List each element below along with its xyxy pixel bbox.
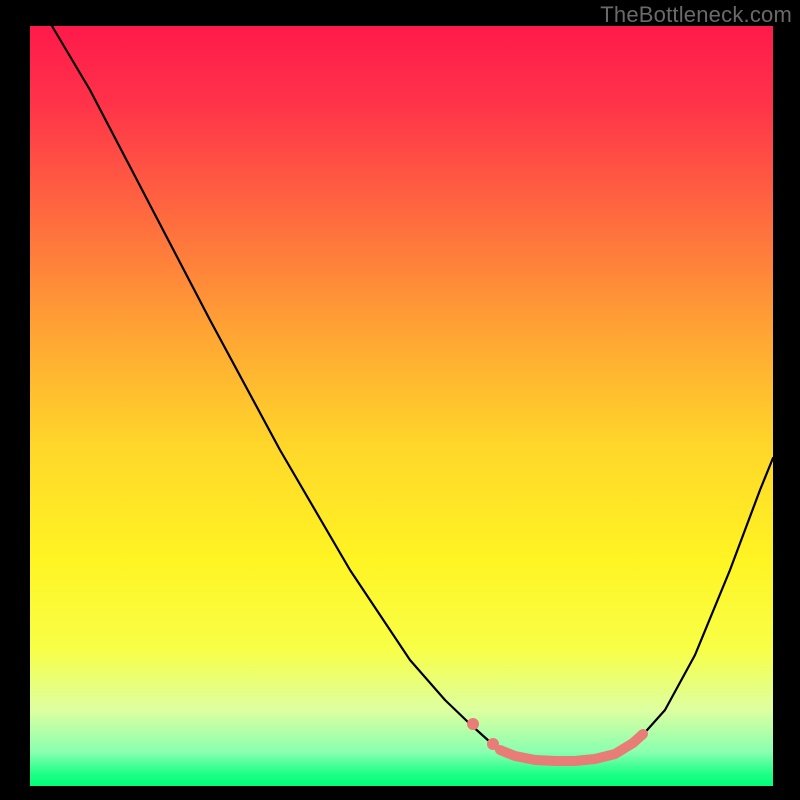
highlight-dot <box>487 738 499 750</box>
chart-stage: TheBottleneck.com <box>0 0 800 800</box>
bottleneck-chart <box>0 0 800 800</box>
plot-area <box>30 26 773 786</box>
highlight-dot <box>467 718 479 730</box>
watermark-text: TheBottleneck.com <box>600 2 792 28</box>
